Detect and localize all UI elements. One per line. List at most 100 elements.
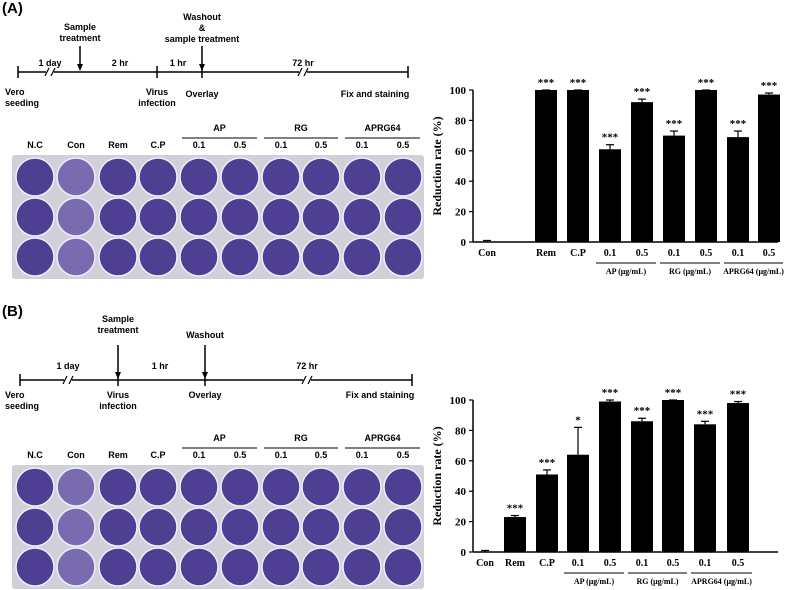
well: [56, 507, 96, 547]
bar: [536, 474, 558, 552]
panel-label: (A): [2, 0, 23, 17]
well: [220, 467, 260, 507]
x-tick-label: Rem: [536, 248, 557, 259]
plate-dose-label: 0.1: [275, 450, 288, 460]
timeline-label: 1 hr: [152, 361, 169, 371]
plate-group-label: APRG64: [364, 433, 400, 443]
x-tick-label: C.P: [570, 248, 586, 259]
well: [179, 467, 219, 507]
well: [220, 197, 260, 237]
arrow-head: [77, 64, 83, 71]
plate-group-label: AP: [213, 433, 226, 443]
x-tick-label: 0.1: [699, 558, 712, 569]
group-label: RG (μg/mL): [669, 267, 711, 276]
timeline-label: infection: [138, 98, 176, 108]
well: [342, 467, 382, 507]
significance: ***: [539, 457, 556, 469]
arrow-head: [115, 372, 121, 379]
timeline-label: sample treatment: [165, 34, 240, 44]
timeline-stroke: [307, 375, 313, 385]
timeline-label: 1 day: [56, 361, 79, 371]
well: [261, 237, 301, 277]
timeline-label: Sample: [102, 314, 134, 324]
timeline-label: Vero: [5, 87, 25, 97]
bar: [631, 102, 653, 242]
timeline-label: Fix and staining: [341, 89, 410, 99]
well: [56, 467, 96, 507]
y-tick-label: 40: [455, 486, 467, 498]
well: [138, 237, 178, 277]
well: [56, 547, 96, 587]
well: [261, 467, 301, 507]
plate-column-label: Rem: [108, 450, 128, 460]
bar: [727, 137, 749, 242]
x-tick-label: 0.5: [604, 558, 617, 569]
well: [342, 237, 382, 277]
well: [383, 237, 423, 277]
well: [179, 547, 219, 587]
x-tick-label: C.P: [539, 558, 555, 569]
well: [179, 507, 219, 547]
plate-dose-label: 0.5: [234, 450, 247, 460]
bar: [599, 149, 621, 242]
well: [56, 197, 96, 237]
significance: ***: [634, 86, 651, 98]
bar: [758, 94, 780, 242]
well: [342, 547, 382, 587]
well: [342, 157, 382, 197]
bar: [694, 424, 716, 552]
plate-group-label: APRG64: [364, 123, 400, 133]
timeline-label: 2 hr: [112, 58, 129, 68]
x-tick-label: Rem: [505, 558, 526, 569]
well: [138, 157, 178, 197]
timeline-label: &: [199, 23, 206, 33]
significance: ***: [602, 387, 619, 399]
well: [56, 157, 96, 197]
well: [301, 507, 341, 547]
timeline-label: Virus: [107, 390, 129, 400]
timeline-label: treatment: [59, 33, 100, 43]
well: [138, 197, 178, 237]
timeline-stroke: [303, 67, 309, 77]
timeline-stroke: [297, 67, 303, 77]
significance: ***: [730, 389, 747, 401]
well: [220, 157, 260, 197]
y-tick-label: 40: [455, 176, 467, 188]
timeline-stroke: [68, 375, 74, 385]
well: [138, 467, 178, 507]
timeline-label: Virus: [146, 87, 168, 97]
well: [383, 507, 423, 547]
plate-dose-label: 0.1: [356, 140, 369, 150]
x-tick-label: 0.1: [732, 248, 745, 259]
group-label: AP (μg/mL): [574, 577, 615, 586]
timeline-label: Fix and staining: [346, 390, 415, 400]
plate-dose-label: 0.5: [315, 140, 328, 150]
well: [261, 157, 301, 197]
well: [179, 157, 219, 197]
timeline-label: 72 hr: [296, 361, 318, 371]
timeline-label: seeding: [5, 98, 39, 108]
well: [342, 507, 382, 547]
bar: [504, 517, 526, 552]
plate-group-label: RG: [294, 123, 308, 133]
timeline-label: Washout: [186, 330, 224, 340]
well: [261, 507, 301, 547]
well: [179, 197, 219, 237]
plate-dose-label: 0.5: [397, 140, 410, 150]
panel-label: (B): [2, 303, 23, 320]
x-tick-label: Con: [476, 558, 494, 569]
significance: ***: [538, 77, 555, 89]
timeline-stroke: [50, 67, 56, 77]
well: [301, 197, 341, 237]
timeline-label: infection: [99, 401, 137, 411]
timeline-label: Overlay: [185, 89, 218, 99]
plate-column-label: C.P: [150, 140, 165, 150]
timeline-label: Washout: [183, 12, 221, 22]
well: [56, 237, 96, 277]
plate-column-label: C.P: [150, 450, 165, 460]
bar: [567, 454, 589, 552]
well: [15, 507, 55, 547]
break-gap: [46, 69, 54, 75]
group-label: APRG64 (μg/mL): [691, 577, 752, 586]
